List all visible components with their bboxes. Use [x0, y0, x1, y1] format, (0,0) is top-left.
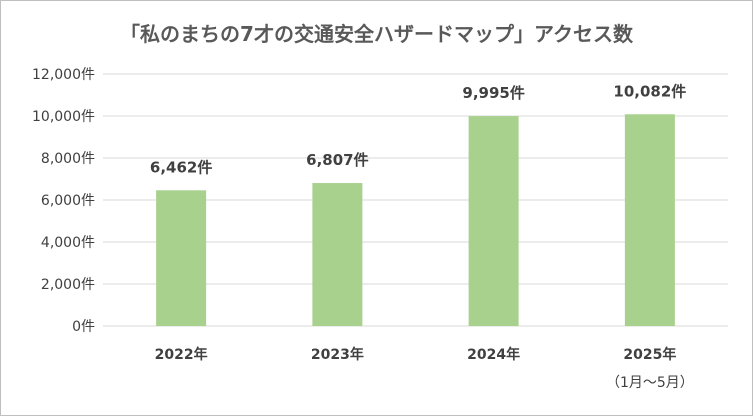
y-tick-label: 8,000件: [41, 151, 95, 167]
y-tick-label: 4,000件: [41, 235, 95, 251]
y-tick-label: 12,000件: [32, 67, 95, 83]
x-tick-label: 2023年: [311, 346, 364, 363]
y-tick-label: 10,000件: [32, 109, 95, 125]
x-axis-labels: 2022年 2023年 2024年 2025年 （1月～5月）: [155, 346, 694, 391]
data-label: 10,082件: [613, 82, 686, 100]
bar: [312, 183, 363, 326]
chart-title: 「私のまちの7才の交通安全ハザードマップ」アクセス数: [120, 22, 633, 46]
bar: [468, 116, 519, 326]
data-label: 9,995件: [462, 84, 524, 102]
y-axis-tick-labels: 0件 2,000件 4,000件 6,000件 8,000件 10,000件 12,000件: [32, 67, 95, 335]
data-label: 6,807件: [306, 151, 368, 169]
x-tick-label: 2022年: [155, 346, 208, 363]
data-label: 6,462件: [150, 158, 212, 176]
bar: [156, 190, 207, 326]
bars: [156, 114, 675, 326]
x-tick-sublabel: （1月～5月）: [606, 375, 694, 391]
gridlines: [103, 73, 728, 327]
x-tick-label: 2025年: [623, 346, 676, 363]
bar: [624, 114, 675, 326]
y-tick-label: 6,000件: [41, 193, 95, 209]
y-tick-label: 0件: [72, 319, 95, 335]
y-tick-label: 2,000件: [41, 277, 95, 293]
x-tick-label: 2024年: [467, 346, 520, 363]
data-labels: 6,462件 6,807件 9,995件 10,082件: [150, 82, 686, 176]
